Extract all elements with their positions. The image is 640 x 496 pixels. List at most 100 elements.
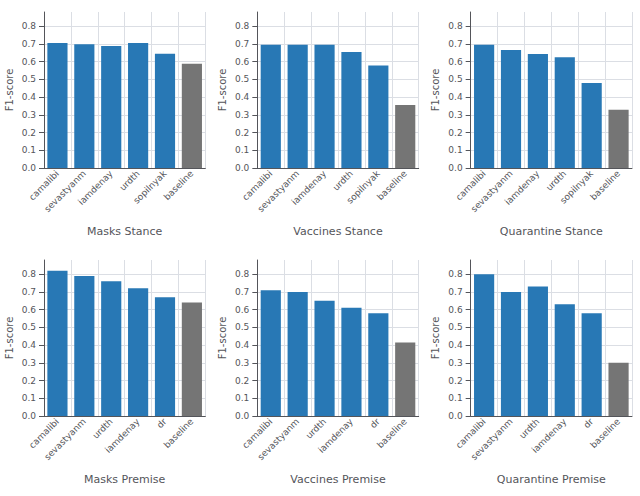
svg-text:iamdenay: iamdenay [76,168,115,207]
svg-text:0.3: 0.3 [22,358,36,368]
svg-text:0.2: 0.2 [22,128,36,138]
svg-text:0.2: 0.2 [22,376,36,386]
svg-text:Quarantine Premise: Quarantine Premise [497,473,606,486]
svg-text:F1-score: F1-score [217,69,228,112]
svg-text:0.1: 0.1 [22,393,36,403]
svg-text:0.4: 0.4 [22,92,37,102]
svg-text:0.4: 0.4 [235,340,250,350]
svg-text:sevastyanm: sevastyanm [469,416,515,462]
svg-text:urdth: urdth [331,168,355,192]
svg-text:baseline: baseline [162,416,196,450]
svg-text:0.4: 0.4 [448,340,463,350]
svg-text:sevastyanm: sevastyanm [42,416,88,462]
svg-text:0.3: 0.3 [235,110,249,120]
svg-text:0.0: 0.0 [22,163,37,173]
svg-text:0.7: 0.7 [448,287,462,297]
svg-text:0.1: 0.1 [235,393,249,403]
svg-text:0.8: 0.8 [448,269,463,279]
svg-text:0.6: 0.6 [448,57,463,67]
svg-text:0.0: 0.0 [448,163,463,173]
svg-text:0.8: 0.8 [22,269,37,279]
svg-text:iamdenay: iamdenay [290,168,329,207]
svg-text:sevastyanm: sevastyanm [256,168,302,214]
svg-text:0.8: 0.8 [448,21,463,31]
svg-text:urdth: urdth [117,168,141,192]
svg-text:Quarantine Stance: Quarantine Stance [500,225,603,238]
svg-text:Masks Premise: Masks Premise [84,473,166,486]
svg-text:iamdenay: iamdenay [316,416,355,455]
svg-text:0.0: 0.0 [448,411,463,421]
svg-text:camalibi: camalibi [240,416,275,451]
svg-text:0.7: 0.7 [22,39,36,49]
svg-text:0.3: 0.3 [448,110,462,120]
svg-text:0.3: 0.3 [235,358,249,368]
svg-text:Masks Stance: Masks Stance [87,225,163,238]
svg-text:F1-score: F1-score [4,317,15,360]
svg-text:0.6: 0.6 [448,305,463,315]
svg-text:Vaccines Stance: Vaccines Stance [293,225,383,238]
svg-text:0.8: 0.8 [235,269,250,279]
svg-text:baseline: baseline [588,168,622,202]
svg-text:0.8: 0.8 [235,21,250,31]
svg-text:0.3: 0.3 [448,358,462,368]
svg-text:0.7: 0.7 [235,39,249,49]
svg-text:urdth: urdth [304,416,328,440]
svg-text:0.7: 0.7 [22,287,36,297]
svg-text:F1-score: F1-score [430,317,441,360]
svg-text:0.6: 0.6 [22,305,37,315]
svg-text:baseline: baseline [162,168,196,202]
svg-text:0.4: 0.4 [448,92,463,102]
svg-text:0.4: 0.4 [235,92,250,102]
svg-text:dr: dr [155,416,169,430]
svg-text:dr: dr [368,416,382,430]
svg-text:0.2: 0.2 [235,376,249,386]
svg-text:baseline: baseline [375,416,409,450]
svg-text:0.4: 0.4 [22,340,37,350]
svg-text:0.8: 0.8 [22,21,37,31]
svg-text:sevastyanm: sevastyanm [42,168,88,214]
svg-text:camalibi: camalibi [453,168,488,203]
svg-text:baseline: baseline [588,416,622,450]
svg-text:0.1: 0.1 [22,145,36,155]
svg-text:iamdenay: iamdenay [103,416,142,455]
svg-text:urdth: urdth [517,416,541,440]
svg-text:baseline: baseline [375,168,409,202]
svg-text:0.7: 0.7 [235,287,249,297]
svg-text:0.6: 0.6 [235,57,250,67]
svg-text:0.0: 0.0 [22,411,37,421]
svg-text:0.2: 0.2 [448,128,462,138]
svg-text:0.5: 0.5 [22,74,36,84]
svg-text:0.7: 0.7 [448,39,462,49]
svg-text:0.1: 0.1 [448,393,462,403]
svg-text:iamdenay: iamdenay [503,168,542,207]
svg-text:0.5: 0.5 [235,322,249,332]
svg-text:Vaccines Premise: Vaccines Premise [290,473,386,486]
svg-text:0.1: 0.1 [448,145,462,155]
svg-text:sopilnyak: sopilnyak [345,168,383,206]
svg-text:0.6: 0.6 [22,57,37,67]
svg-text:F1-score: F1-score [4,69,15,112]
svg-text:F1-score: F1-score [217,317,228,360]
svg-text:sopilnyak: sopilnyak [131,168,169,206]
svg-text:0.5: 0.5 [448,322,462,332]
svg-text:0.0: 0.0 [235,411,250,421]
svg-text:iamdenay: iamdenay [530,416,569,455]
svg-text:0.6: 0.6 [235,305,250,315]
svg-text:0.1: 0.1 [235,145,249,155]
svg-text:urdth: urdth [544,168,568,192]
svg-text:camalibi: camalibi [240,168,275,203]
svg-text:0.5: 0.5 [22,322,36,332]
svg-text:0.2: 0.2 [448,376,462,386]
svg-text:F1-score: F1-score [430,69,441,112]
svg-text:0.5: 0.5 [235,74,249,84]
svg-text:0.2: 0.2 [235,128,249,138]
svg-text:sevastyanm: sevastyanm [256,416,302,462]
svg-text:urdth: urdth [91,416,115,440]
svg-text:sopilnyak: sopilnyak [558,168,596,206]
svg-text:0.3: 0.3 [22,110,36,120]
svg-text:dr: dr [581,416,595,430]
svg-text:0.5: 0.5 [448,74,462,84]
svg-text:0.0: 0.0 [235,163,250,173]
svg-text:camalibi: camalibi [453,416,488,451]
svg-text:sevastyanm: sevastyanm [469,168,515,214]
